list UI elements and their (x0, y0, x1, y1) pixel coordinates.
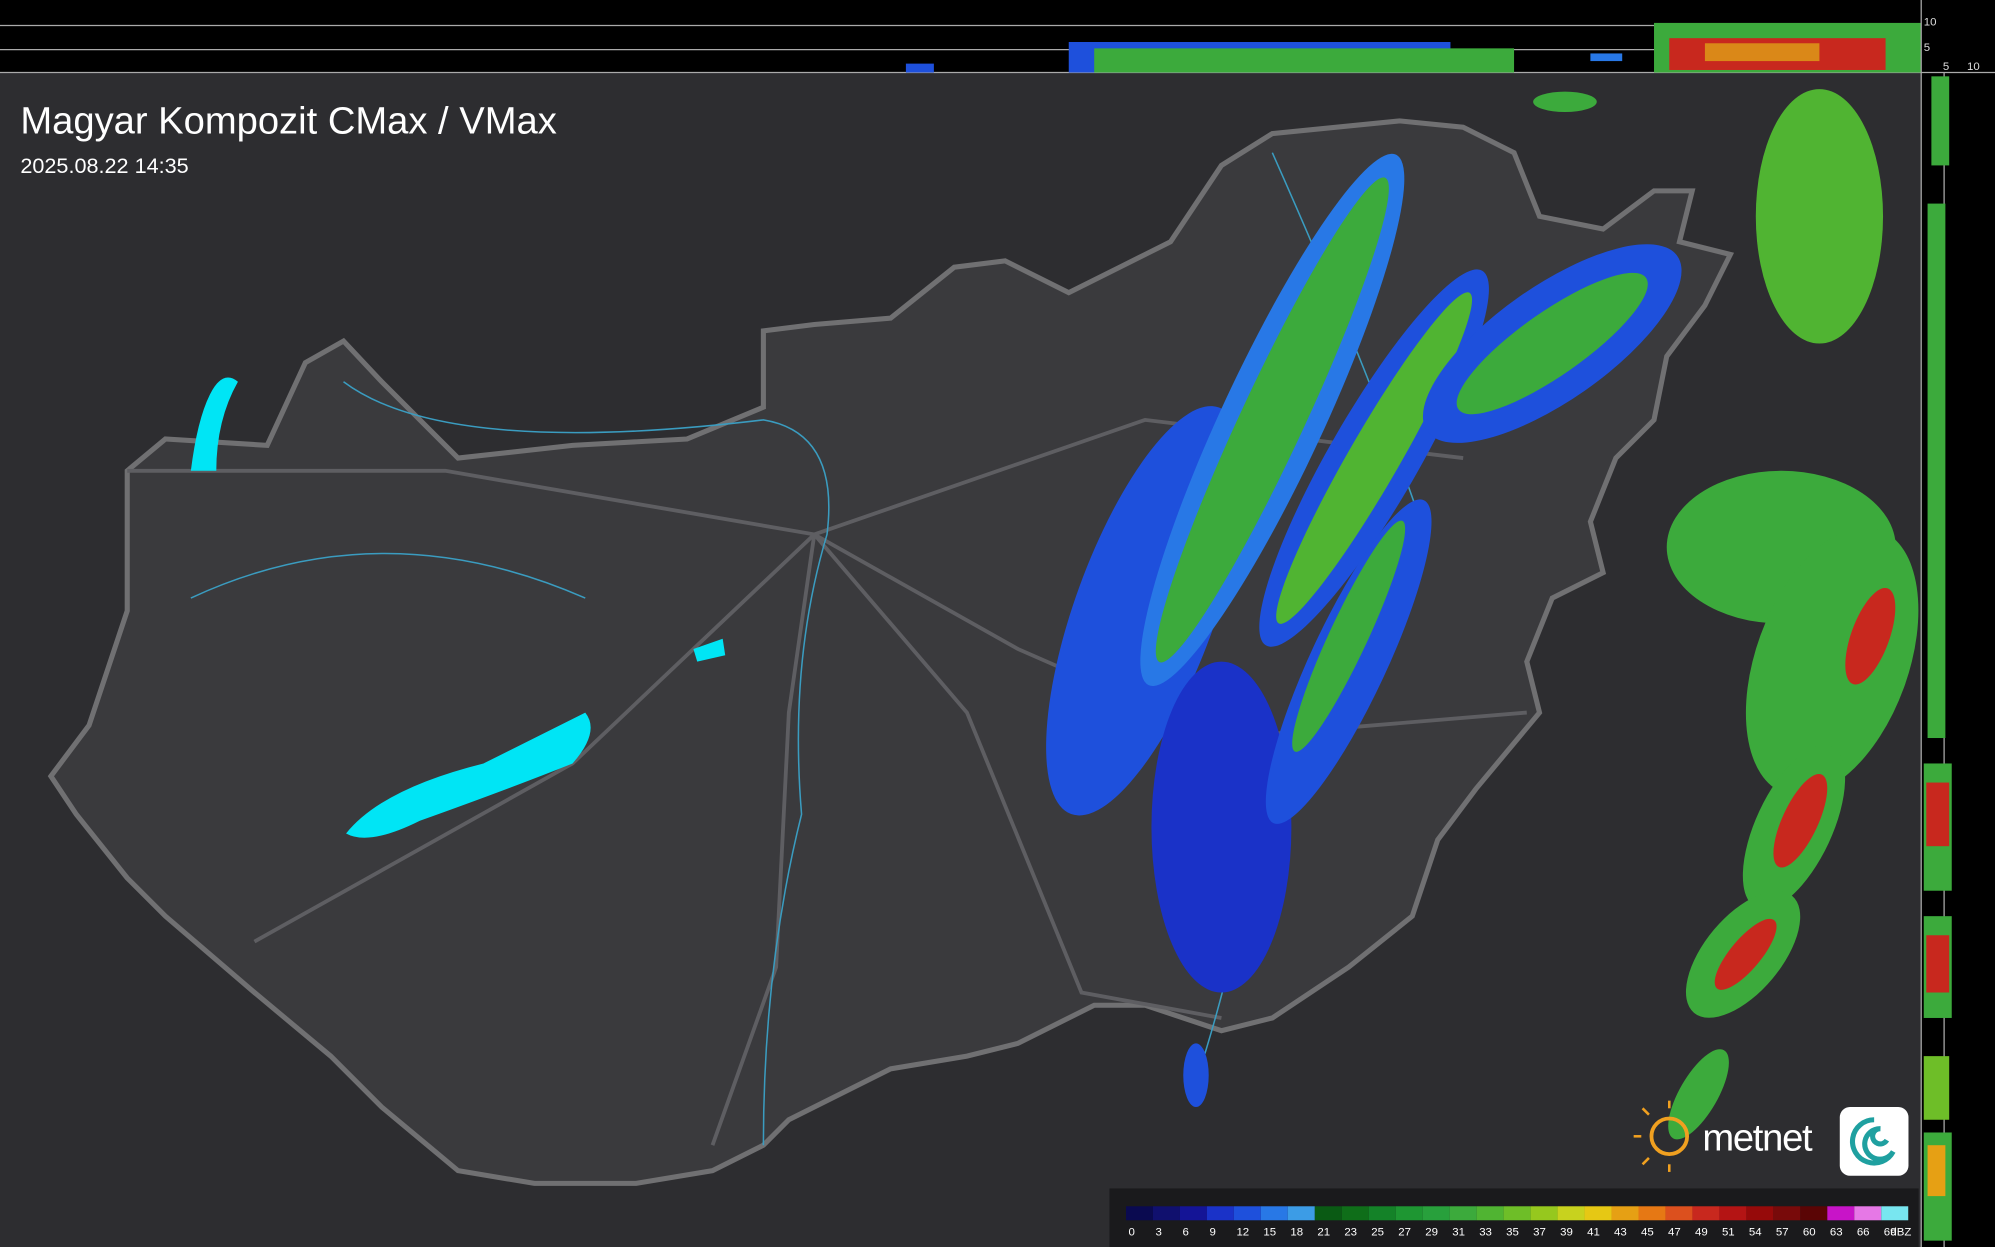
legend-swatch (1260, 1206, 1288, 1221)
legend-label: 29 (1425, 1227, 1438, 1239)
legend-swatch (1611, 1206, 1639, 1221)
profile-scale-label: 10 (1924, 16, 1937, 28)
legend-swatch (1152, 1206, 1180, 1221)
legend: 0 3 6 9 12 15 18 21 23 25 27 29 31 33 35 37 39 41 43 45 47 49… (1126, 1206, 1911, 1239)
legend-label: 43 (1614, 1227, 1627, 1239)
legend-swatch (1665, 1206, 1693, 1221)
legend-label: 41 (1587, 1227, 1600, 1239)
right-profile (1923, 76, 1952, 1241)
legend-swatch (1800, 1206, 1828, 1221)
timestamp: 2025.08.22 14:35 (20, 153, 188, 178)
legend-unit: dBZ (1890, 1227, 1911, 1239)
legend-swatch (1476, 1206, 1504, 1221)
legend-swatch (1638, 1206, 1666, 1221)
legend-swatch (1179, 1206, 1207, 1221)
lake-ferto (190, 377, 238, 471)
legend-label: 45 (1641, 1227, 1654, 1239)
legend-swatch (1422, 1206, 1450, 1221)
legend-swatch (1126, 1206, 1153, 1221)
legend-swatch (1206, 1206, 1234, 1221)
legend-swatch (1773, 1206, 1801, 1221)
legend-swatch (1341, 1206, 1369, 1221)
legend-label: 33 (1479, 1227, 1492, 1239)
legend-swatch (1233, 1206, 1261, 1221)
legend-label: 3 (1156, 1227, 1162, 1239)
legend-label: 12 (1236, 1227, 1249, 1239)
legend-swatch (1314, 1206, 1342, 1221)
legend-label: 21 (1317, 1227, 1330, 1239)
legend-label: 25 (1371, 1227, 1384, 1239)
legend-label: 51 (1722, 1227, 1735, 1239)
legend-swatch (1287, 1206, 1315, 1221)
legend-label: 31 (1452, 1227, 1465, 1239)
top-profile (905, 22, 1922, 73)
legend-swatch (1557, 1206, 1585, 1221)
legend-swatch (1827, 1206, 1855, 1221)
legend-label: 57 (1776, 1227, 1789, 1239)
legend-label: 54 (1749, 1227, 1762, 1239)
legend-label: 39 (1560, 1227, 1573, 1239)
legend-label: 69 (1884, 1227, 1897, 1239)
profile-scale-label: 5 (1943, 61, 1949, 73)
legend-swatch (1530, 1206, 1558, 1221)
legend-swatch (1692, 1206, 1720, 1221)
logo-text: metnet (1702, 1116, 1813, 1159)
radar-echoes (1046, 89, 1919, 1140)
legend-label: 66 (1857, 1227, 1870, 1239)
legend-swatch (1368, 1206, 1396, 1221)
legend-swatch (1584, 1206, 1612, 1221)
title: Magyar Kompozit CMax / VMax (20, 100, 556, 143)
legend-swatch (1746, 1206, 1774, 1221)
lake-balaton (346, 712, 591, 838)
legend-label: 9 (1209, 1227, 1215, 1239)
legend-label: 35 (1506, 1227, 1519, 1239)
legend-label: 23 (1344, 1227, 1357, 1239)
legend-swatch (1719, 1206, 1747, 1221)
legend-label: 60 (1803, 1227, 1816, 1239)
legend-label: 0 (1129, 1227, 1135, 1239)
legend-label: 15 (1263, 1227, 1276, 1239)
legend-swatch (1449, 1206, 1477, 1221)
legend-swatch (1854, 1206, 1882, 1221)
lake-velence (693, 638, 726, 662)
legend-label: 27 (1398, 1227, 1411, 1239)
logo: metnet (1633, 1100, 1909, 1176)
profile-scale-label: 10 (1967, 61, 1980, 73)
legend-label: 6 (1182, 1227, 1188, 1239)
legend-label: 49 (1695, 1227, 1708, 1239)
legend-swatch (1395, 1206, 1423, 1221)
profile-scale-label: 5 (1924, 42, 1930, 54)
legend-swatch (1503, 1206, 1531, 1221)
legend-label: 18 (1290, 1227, 1303, 1239)
legend-label: 47 (1668, 1227, 1681, 1239)
legend-label: 63 (1830, 1227, 1843, 1239)
legend-label: 37 (1533, 1227, 1546, 1239)
legend-swatch (1881, 1206, 1909, 1221)
